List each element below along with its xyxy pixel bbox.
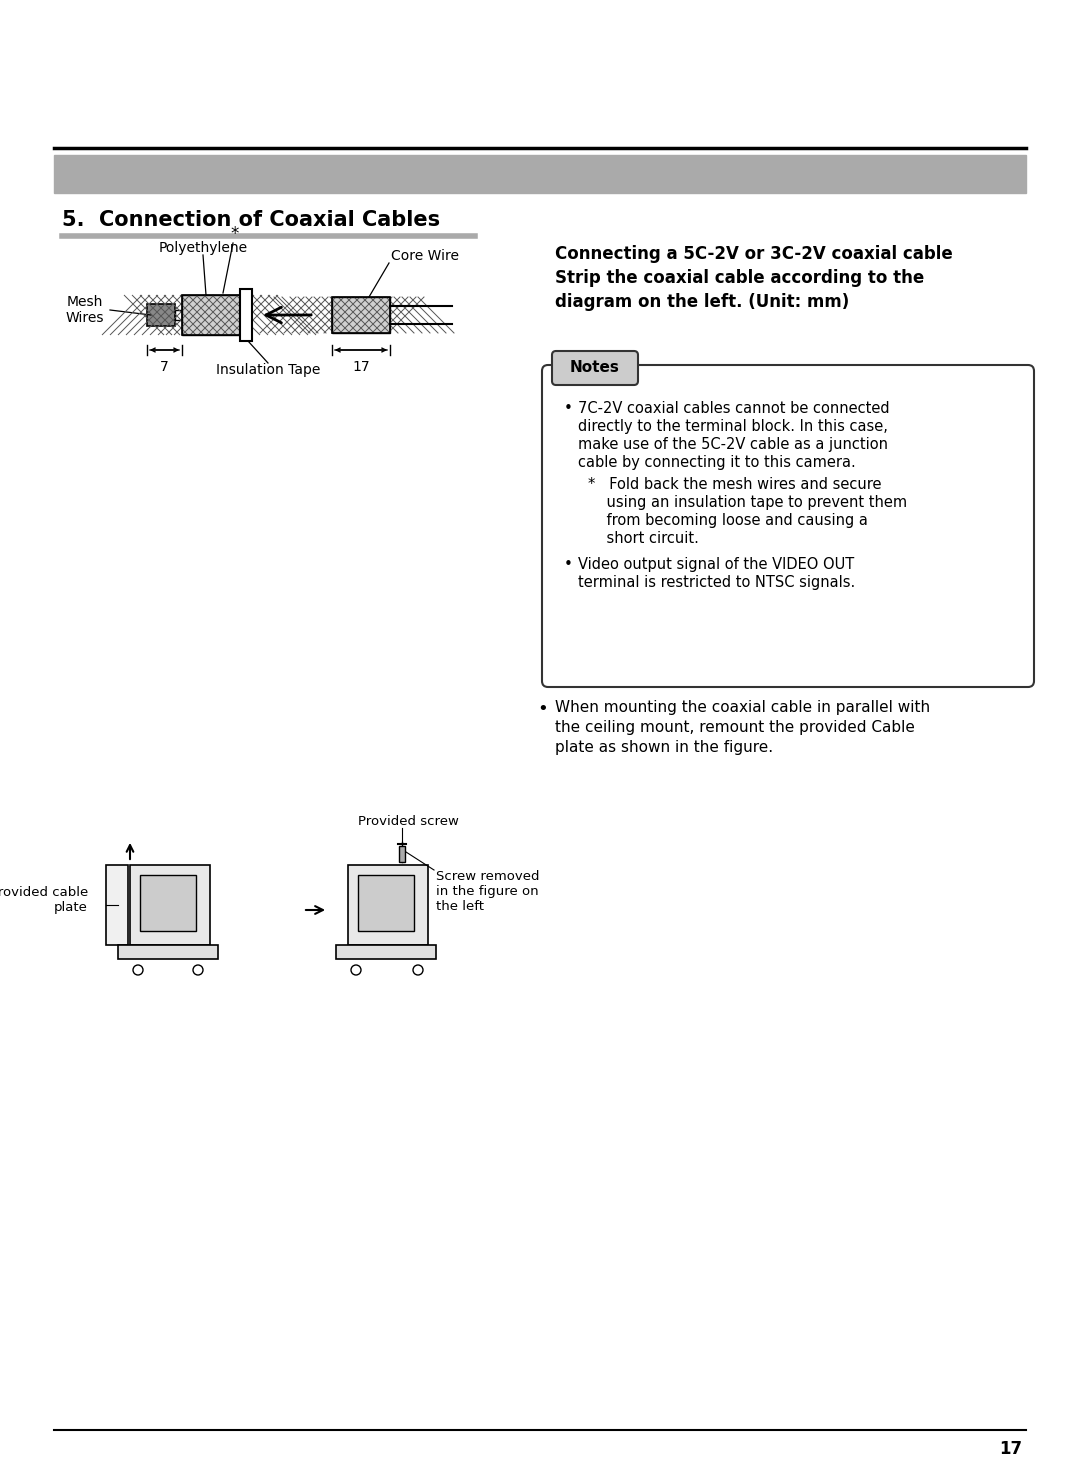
Text: Strip the coaxial cable according to the: Strip the coaxial cable according to the	[555, 270, 924, 287]
Text: using an insulation tape to prevent them: using an insulation tape to prevent them	[588, 495, 907, 510]
FancyBboxPatch shape	[542, 365, 1034, 687]
Text: directly to the terminal block. In this case,: directly to the terminal block. In this …	[578, 419, 888, 434]
Text: 5.  Connection of Coaxial Cables: 5. Connection of Coaxial Cables	[62, 209, 441, 230]
Text: •: •	[537, 700, 548, 718]
Bar	[106, 864, 129, 945]
Bar	[399, 845, 405, 861]
Bar	[332, 297, 390, 333]
Text: terminal is restricted to NTSC signals.: terminal is restricted to NTSC signals.	[578, 574, 855, 590]
Bar	[240, 289, 252, 341]
Text: 7: 7	[160, 360, 168, 374]
Bar	[175, 311, 183, 319]
FancyBboxPatch shape	[552, 352, 638, 385]
Text: Polyethylene: Polyethylene	[159, 242, 247, 255]
Text: •: •	[564, 557, 572, 571]
Text: When mounting the coaxial cable in parallel with: When mounting the coaxial cable in paral…	[555, 700, 930, 715]
Text: Screw removed
in the figure on
the left: Screw removed in the figure on the left	[436, 870, 540, 913]
Text: •: •	[564, 401, 572, 416]
Text: Core Wire: Core Wire	[391, 249, 459, 264]
Text: Insulation Tape: Insulation Tape	[216, 363, 320, 377]
Text: short circuit.: short circuit.	[588, 530, 699, 546]
Bar	[118, 945, 218, 960]
Bar	[183, 294, 240, 335]
Text: Notes: Notes	[570, 360, 620, 375]
Bar	[54, 155, 1026, 193]
Text: plate as shown in the figure.: plate as shown in the figure.	[555, 740, 773, 754]
Bar	[130, 864, 210, 945]
Bar	[336, 945, 436, 960]
Text: cable by connecting it to this camera.: cable by connecting it to this camera.	[578, 456, 855, 470]
Bar	[348, 864, 428, 945]
Text: from becoming loose and causing a: from becoming loose and causing a	[588, 513, 868, 527]
Bar	[147, 305, 175, 327]
Bar	[140, 875, 195, 930]
Text: diagram on the left. (Unit: mm): diagram on the left. (Unit: mm)	[555, 293, 849, 311]
Text: 7C-2V coaxial cables cannot be connected: 7C-2V coaxial cables cannot be connected	[578, 401, 890, 416]
Text: 17: 17	[999, 1440, 1022, 1458]
Text: Mesh
Wires: Mesh Wires	[66, 294, 105, 325]
Bar	[183, 294, 240, 335]
Text: *   Fold back the mesh wires and secure: * Fold back the mesh wires and secure	[588, 478, 881, 492]
Bar	[357, 875, 414, 930]
Text: make use of the 5C-2V cable as a junction: make use of the 5C-2V cable as a junctio…	[578, 437, 888, 453]
Text: Connecting a 5C-2V or 3C-2V coaxial cable: Connecting a 5C-2V or 3C-2V coaxial cabl…	[555, 245, 953, 264]
Text: Video output signal of the VIDEO OUT: Video output signal of the VIDEO OUT	[578, 557, 854, 571]
Text: the ceiling mount, remount the provided Cable: the ceiling mount, remount the provided …	[555, 719, 915, 735]
Text: Provided screw: Provided screw	[357, 815, 459, 828]
Text: Provided cable
plate: Provided cable plate	[0, 886, 87, 914]
Text: 17: 17	[352, 360, 369, 374]
Text: *: *	[231, 226, 239, 243]
Bar	[558, 371, 632, 385]
Bar	[332, 297, 390, 333]
